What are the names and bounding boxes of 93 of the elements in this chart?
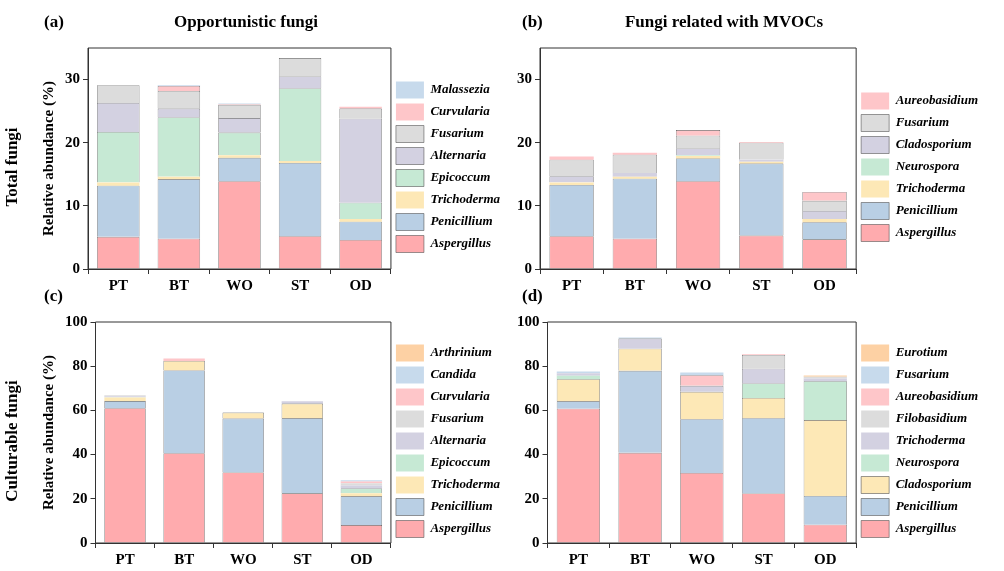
x-tick-label: BT [624,276,645,293]
y-tick-label: 80 [524,357,540,374]
x-tick-label: ST [754,550,773,567]
bar [281,401,323,404]
bar [163,358,205,361]
legend-label: Penicillium [895,498,958,514]
y-tick-label: 20 [524,489,540,506]
legend-label: Aspergillus [894,520,957,536]
bar [549,156,594,160]
x-tick-label: WO [226,276,253,293]
legend-label: Epicoccum [429,169,491,185]
y-tick-label: 40 [524,445,540,462]
y-axis-title: Relative abundance (%) [39,355,57,510]
x-tick-label: PT [562,276,582,293]
text: (d) [522,286,543,306]
x-tick-label: WO [684,276,712,293]
bar [339,219,382,222]
y-tick-label: 40 [72,445,88,462]
bar [104,397,146,402]
y-tick-label: 10 [65,196,80,213]
x-tick-label: PT [115,550,135,567]
legend-label: Curvularia [430,388,491,404]
y-tick-label: 80 [72,357,88,374]
legend-label: Aspergillus [429,520,492,536]
text: Total fungi [2,127,22,207]
legend-label: Cladosporium [895,476,972,492]
y-axis-title: Relative abundance (%) [39,81,57,236]
y-tick-label: 20 [72,489,88,506]
y-tick-label: 0 [72,259,80,276]
y-tick-label: 30 [65,70,80,87]
text: (b) [522,12,543,32]
legend-label: Trichoderma [895,180,966,196]
legend-label: Aspergillus [894,224,957,240]
legend-label: Penicillium [430,213,493,229]
y-tick-label: 60 [524,401,540,418]
x-tick-label: ST [290,276,310,293]
x-tick-label: BT [168,276,189,293]
y-tick-label: 60 [72,401,88,418]
chart-title: Opportunistic fungi [172,12,320,32]
x-tick-label: BT [174,550,195,567]
legend-label: Alternaria [429,432,487,448]
y-tick-label: 0 [532,533,540,550]
legend-label: Aureobasidium [894,92,978,108]
chart-title: Fungi related with MVOCs [623,12,825,32]
bar [340,493,383,497]
legend-label: Alternaria [429,147,487,163]
x-tick-label: OD [350,550,373,567]
y-tick-label: 20 [65,133,80,150]
legend-label: Trichoderma [430,191,501,207]
legend-label: Malassezia [429,81,491,97]
x-tick-label: OD [813,276,836,293]
text: (c) [44,286,63,306]
x-tick-label: ST [293,550,312,567]
text: (a) [44,12,64,32]
legend-label: Eurotium [894,344,948,360]
bar [549,182,594,186]
x-tick-label: OD [349,276,373,293]
y-tick-label: 0 [524,259,532,276]
legend-label: Neurospora [894,454,960,470]
x-tick-label: BT [630,550,651,567]
y-tick-label: 100 [517,312,540,329]
legend-label: Fusarium [429,125,484,141]
legend-label: Neurospora [894,158,960,174]
x-tick-label: PT [568,550,588,567]
y-tick-label: 0 [80,533,88,550]
y-tick-label: 10 [517,196,532,213]
legend-label: Fusarium [894,366,950,382]
bar [802,219,847,223]
x-tick-label: ST [752,276,771,293]
legend-label: Candida [430,366,477,382]
legend-label: Aspergillus [429,235,492,251]
legend-label: Cladosporium [895,136,972,152]
legend-label: Fusarium [429,410,484,426]
legend-label: Trichoderma [430,476,501,492]
legend-label: Penicillium [430,498,493,514]
bar [218,155,261,158]
legend-label: Fusarium [894,114,950,130]
y-tick-label: 30 [517,70,532,87]
y-tick-label: 20 [517,133,532,150]
y-tick-label: 100 [65,312,88,329]
bar [97,182,140,186]
legend-label: Aureobasidium [894,388,978,404]
legend-label: Penicillium [895,202,958,218]
x-tick-label: OD [814,550,837,567]
x-tick-label: WO [688,550,716,567]
x-tick-label: WO [229,550,257,567]
legend-label: Filobasidium [894,410,968,426]
x-tick-label: PT [108,276,128,293]
legend-label: Trichoderma [895,432,966,448]
legend-label: Curvularia [430,103,491,119]
legend-label: Epicoccum [429,454,491,470]
text: Culturable fungi [2,380,22,502]
legend-label: Arthrinium [429,344,492,360]
